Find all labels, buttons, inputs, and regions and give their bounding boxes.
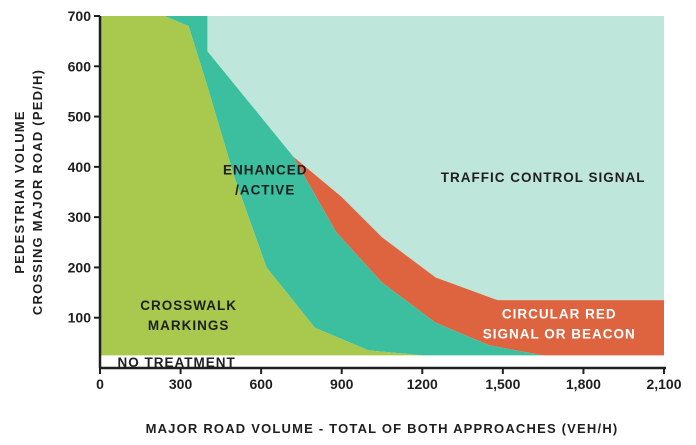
y-tick-label: 700 xyxy=(68,8,92,24)
region-label-crosswalk-line-2: MARKINGS xyxy=(148,318,230,333)
region-label-enhanced-line-2: /ACTIVE xyxy=(235,182,295,197)
x-tick-label: 900 xyxy=(330,376,354,392)
x-tick-label: 1,800 xyxy=(566,376,601,392)
region-label-no-treatment: NO TREATMENT xyxy=(118,355,236,370)
regions-layer xyxy=(100,16,664,356)
y-tick-label: 500 xyxy=(68,109,92,125)
x-axis-title: MAJOR ROAD VOLUME - TOTAL OF BOTH APPROA… xyxy=(146,421,619,436)
x-tick-label: 300 xyxy=(169,376,193,392)
region-signal xyxy=(207,16,664,301)
region-label-circular-line-1: CIRCULAR RED xyxy=(502,307,617,322)
y-tick-label: 600 xyxy=(68,58,92,74)
ticks-layer: 100 200 300 400 500 600 700 0 300 600 900 1200 1,500… xyxy=(68,8,682,392)
region-label-crosswalk-line-1: CROSSWALK xyxy=(140,298,237,313)
y-axis-title: PEDESTRIAN VOLUME CROSSING MAJOR ROAD (P… xyxy=(12,69,45,315)
region-enhanced xyxy=(164,16,544,356)
x-tick-label: 1200 xyxy=(407,376,438,392)
x-tick-label: 600 xyxy=(249,376,273,392)
y-tick-label: 300 xyxy=(68,209,92,225)
x-tick-label: 2,100 xyxy=(646,376,681,392)
region-label-circular-line-2: SIGNAL OR BEACON xyxy=(483,327,636,342)
y-tick-label: 100 xyxy=(68,310,92,326)
y-tick-label: 400 xyxy=(68,159,92,175)
region-circular xyxy=(293,156,664,356)
x-tick-label: 1,500 xyxy=(485,376,520,392)
y-tick-label: 200 xyxy=(68,259,92,275)
region-label-enhanced-line-1: ENHANCED xyxy=(223,162,308,177)
x-tick-label: 0 xyxy=(96,376,104,392)
region-crosswalk xyxy=(100,16,423,356)
region-label-signal-line-1: TRAFFIC CONTROL SIGNAL xyxy=(441,170,646,185)
axes-layer xyxy=(98,16,666,370)
y-axis-title-line-1: PEDESTRIAN VOLUME xyxy=(12,110,27,273)
region-labels-layer: TRAFFIC CONTROL SIGNAL CIRCULAR RED SIGNAL… xyxy=(118,162,646,370)
y-axis-title-line-2: CROSSING MAJOR ROAD (PED/H) xyxy=(30,69,45,315)
